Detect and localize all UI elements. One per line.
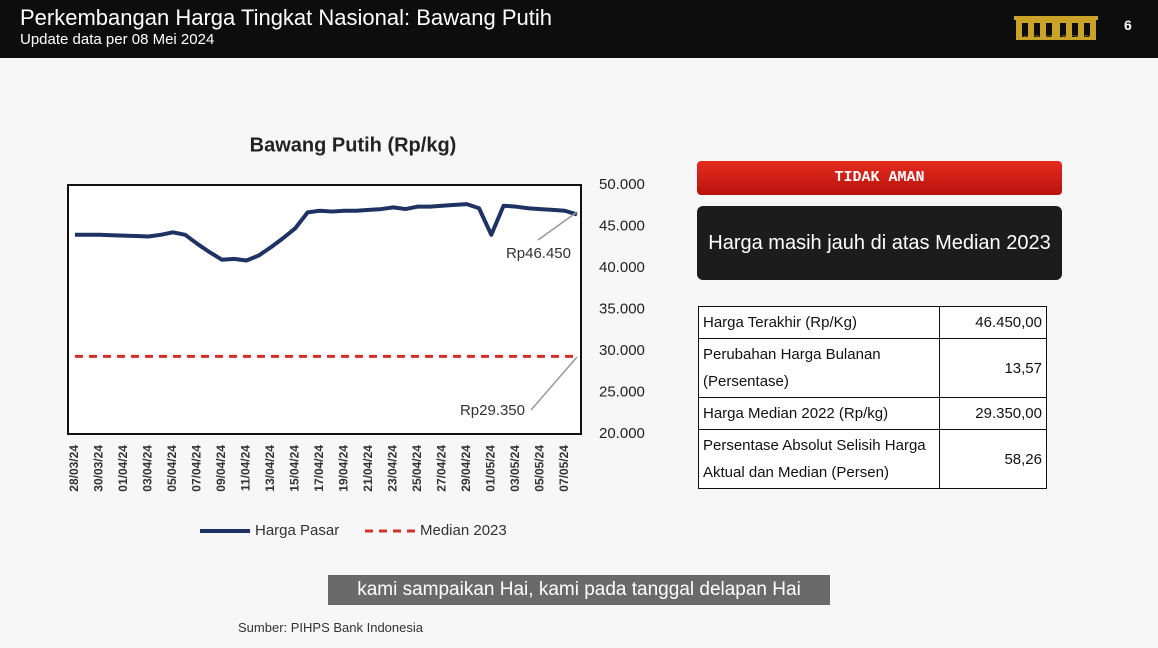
caption: kami sampaikan Hai, kami pada tanggal de… (328, 575, 830, 605)
x-tick-label: 11/04/24 (239, 445, 253, 491)
logo (1014, 16, 1098, 40)
plot-area (67, 184, 582, 435)
summary-table: Harga Terakhir (Rp/Kg) 46.450,00 Perubahan… (698, 306, 1047, 489)
y-tick-label: 20.000 (599, 425, 645, 442)
x-tick-label: 05/05/24 (532, 445, 546, 492)
page-number: 6 (1124, 17, 1132, 33)
x-tick-label: 19/04/24 (337, 445, 351, 492)
x-tick-label: 07/05/24 (557, 445, 571, 492)
table-label: Harga Terakhir (Rp/Kg) (698, 306, 940, 339)
y-tick-label: 50.000 (599, 176, 645, 193)
annotation: Rp29.350 (460, 402, 525, 419)
status-badge: TIDAK AMAN (697, 161, 1062, 195)
table-value: 29.350,00 (939, 397, 1047, 430)
x-tick-label: 28/03/24 (67, 445, 81, 492)
table-value: 58,26 (939, 429, 1047, 489)
chart: Bawang Putih (Rp/kg) 20.000 25.000 30.000 3… (67, 134, 645, 539)
x-tick-label: 03/05/24 (508, 445, 522, 492)
x-tick-label: 01/04/24 (116, 445, 130, 492)
y-tick-label: 45.000 (599, 217, 645, 234)
x-tick-label: 30/03/24 (92, 445, 106, 492)
table-row: Perubahan Harga Bulanan (Persentase) 13,5… (698, 338, 1047, 398)
x-tick-label: 17/04/24 (312, 445, 326, 492)
header: Perkembangan Harga Tingkat Nasional: Baw… (0, 0, 1158, 58)
table-value: 46.450,00 (939, 306, 1047, 339)
x-tick-label: 21/04/24 (361, 445, 375, 492)
logo-text: KANTOR STAF PRESIDEN (1019, 36, 1093, 42)
table-label: Perubahan Harga Bulanan (Persentase) (698, 338, 940, 398)
source: Sumber: PIHPS Bank Indonesia (238, 620, 423, 635)
table-row: Persentase Absolut Selisih Harga Aktual … (698, 429, 1047, 489)
x-tick-label: 29/04/24 (459, 445, 473, 492)
series-line (75, 202, 578, 263)
legend-label: Median 2023 (420, 522, 507, 539)
x-tick-label: 25/04/24 (410, 445, 424, 492)
y-tick-label: 40.000 (599, 259, 645, 276)
y-tick-label: 25.000 (599, 383, 645, 400)
table-value: 13,57 (939, 338, 1047, 398)
table-label: Persentase Absolut Selisih Harga Aktual … (698, 429, 940, 489)
annotation: Rp46.450 (506, 245, 571, 262)
x-tick-label: 09/04/24 (214, 445, 228, 492)
x-tick-label: 01/05/24 (483, 445, 497, 492)
x-tick-label: 05/04/24 (165, 445, 179, 492)
y-tick-label: 35.000 (599, 300, 645, 317)
annotation-leader (537, 211, 578, 241)
legend-label: Harga Pasar (255, 522, 339, 539)
slide-subtitle: Update data per 08 Mei 2024 (20, 31, 215, 48)
slide-title: Perkembangan Harga Tingkat Nasional: Baw… (20, 5, 552, 30)
annotation-leader (530, 356, 578, 411)
chart-title: Bawang Putih (Rp/kg) (250, 134, 457, 156)
table-row: Harga Median 2022 (Rp/kg) 29.350,00 (698, 397, 1047, 430)
x-tick-label: 23/04/24 (386, 445, 400, 492)
x-tick-label: 07/04/24 (190, 445, 204, 492)
table-label: Harga Median 2022 (Rp/kg) (698, 397, 940, 430)
y-tick-label: 30.000 (599, 342, 645, 359)
status-message: Harga masih jauh di atas Median 2023 (697, 206, 1062, 280)
x-tick-label: 27/04/24 (434, 445, 448, 492)
table-row: Harga Terakhir (Rp/Kg) 46.450,00 (698, 306, 1047, 339)
x-tick-label: 13/04/24 (263, 445, 277, 492)
x-tick-label: 15/04/24 (288, 445, 302, 492)
x-tick-label: 03/04/24 (141, 445, 155, 492)
